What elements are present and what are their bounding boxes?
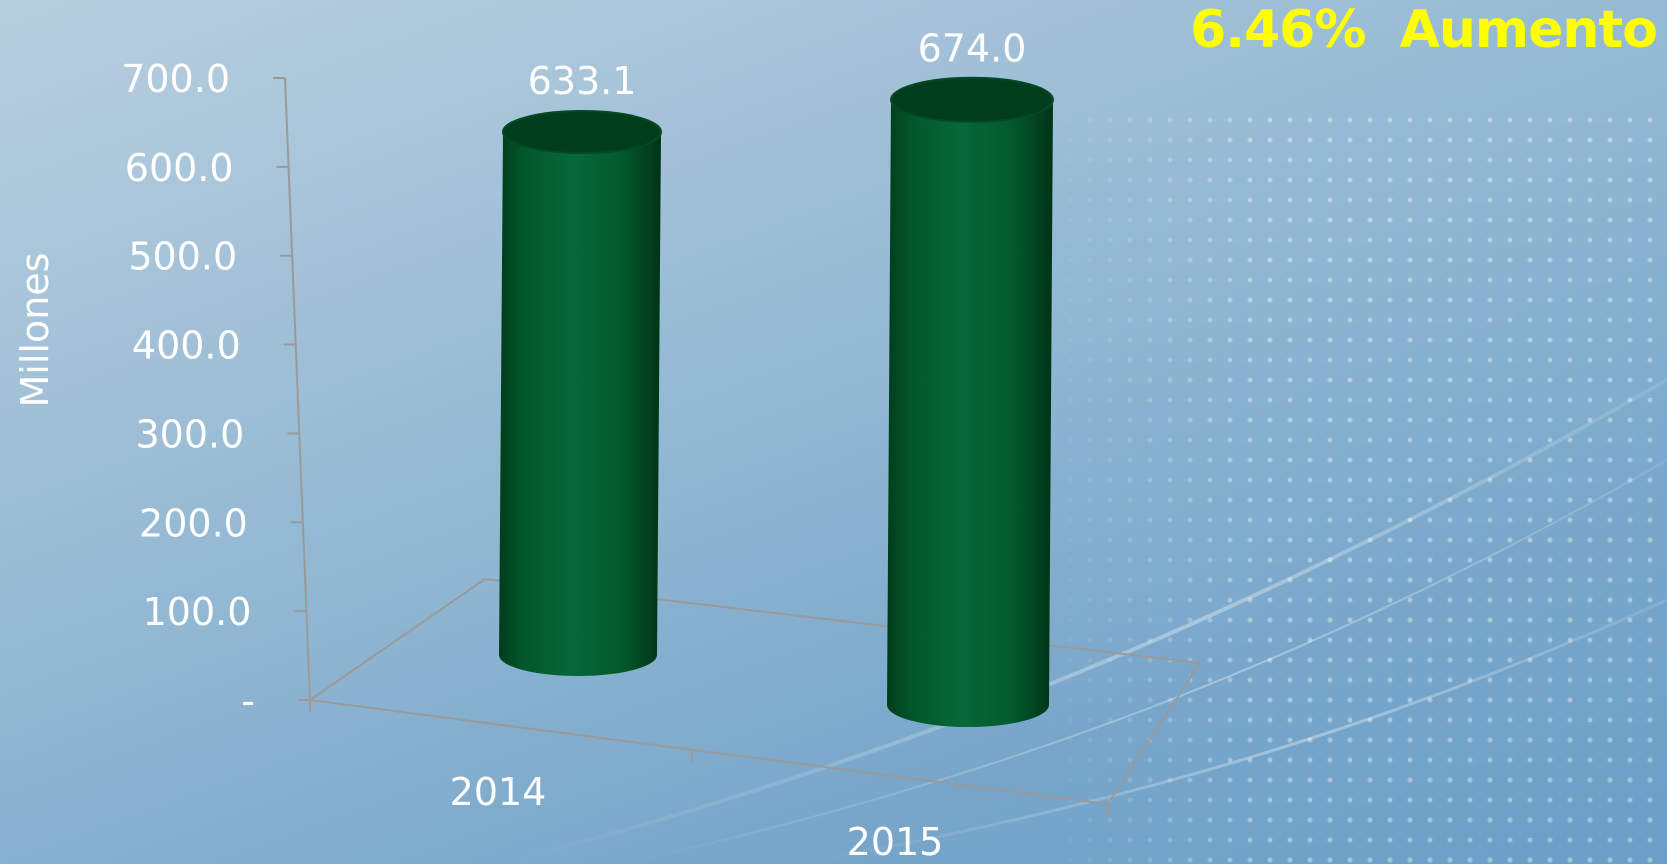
y-tick-label: 100.0 [143, 590, 252, 634]
y-tick-label: 700.0 [121, 57, 230, 101]
background-dot-pattern [1040, 110, 1667, 864]
x-axis-labels: 2014 2015 [450, 770, 944, 864]
bar-top [890, 76, 1054, 123]
y-tick-label: 400.0 [132, 324, 241, 368]
y-tick-label: 600.0 [125, 146, 234, 190]
y-axis-ticks: 700.0 600.0 500.0 400.0 300.0 200.0 100.0 - [121, 57, 310, 723]
bar-2015 [887, 76, 1054, 728]
data-labels: 633.1 674.0 [528, 27, 1027, 103]
bar-2014 [499, 110, 662, 677]
y-tick-label: 300.0 [135, 412, 244, 456]
bar-body [887, 99, 1053, 728]
bar-top [502, 110, 662, 155]
y-tick-label: - [241, 679, 255, 723]
bar-body [499, 132, 661, 677]
y-axis-title: Millones [13, 253, 57, 408]
chart-axes [284, 77, 1201, 818]
y-axis-line [284, 77, 311, 701]
floor-left-edge [309, 578, 486, 701]
x-tick-label: 2015 [847, 820, 944, 864]
x-axis-front-line [309, 699, 1109, 805]
floor-right-edge [1107, 662, 1201, 805]
data-label: 633.1 [528, 59, 637, 103]
x-tick-label: 2014 [450, 770, 547, 814]
y-tick-label: 500.0 [128, 235, 237, 279]
increase-headline: 6.46% Aumento [1190, 0, 1658, 60]
data-label: 674.0 [918, 27, 1027, 71]
bar-group [499, 76, 1054, 728]
y-tick-label: 200.0 [139, 501, 248, 545]
